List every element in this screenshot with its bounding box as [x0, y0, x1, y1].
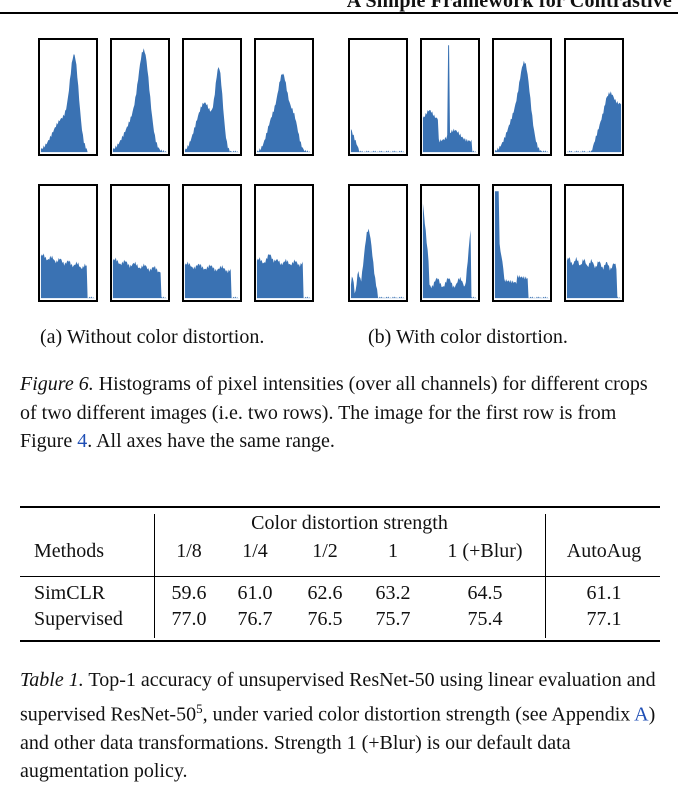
footnote-marker[interactable]: 5 — [196, 700, 203, 716]
histogram-b-row1-4 — [564, 38, 624, 156]
col-header-autoaug: AutoAug — [566, 540, 642, 562]
header-rule — [0, 12, 678, 14]
table-mid-rule — [20, 576, 660, 577]
histogram-b-row2-3 — [492, 184, 552, 302]
table-caption-text: Top-1 accuracy of unsupervised ResNet-50… — [20, 669, 656, 726]
table-caption-text-end: ) and other data transformations. Streng… — [20, 703, 656, 783]
subcaption-a: (a) Without color distortion. — [40, 326, 265, 348]
histogram-silhouette — [40, 253, 96, 299]
histogram-a-row1-2 — [110, 38, 170, 156]
figure-caption-text: Histograms of pixel intensities (over al… — [20, 373, 648, 452]
table-cell: 61.1 — [586, 582, 622, 604]
table-cell: 75.4 — [467, 608, 503, 630]
histogram-silhouette — [566, 91, 622, 153]
table-cell: 63.2 — [375, 582, 411, 604]
group-header: Color distortion strength — [251, 512, 448, 534]
histogram-silhouette — [184, 261, 240, 299]
table-vrule-2 — [545, 514, 546, 638]
histogram-a-row1-3 — [182, 38, 242, 156]
histogram-silhouette — [494, 191, 550, 299]
col-header-1-8: 1/8 — [176, 540, 202, 562]
histogram-silhouette — [40, 54, 96, 153]
histogram-b-row2-2 — [420, 184, 480, 302]
histogram-b-row2-1 — [348, 184, 408, 302]
col-header-1-4: 1/4 — [242, 540, 268, 562]
histogram-silhouette — [184, 66, 240, 153]
histogram-silhouette — [112, 257, 168, 299]
table-cell: 77.0 — [171, 608, 207, 630]
row-method-simclr: SimCLR — [34, 582, 106, 604]
figure-caption: Figure 6. Histograms of pixel intensitie… — [20, 370, 660, 456]
table-bottom-rule — [20, 640, 660, 642]
histogram-a-row1-4 — [254, 38, 314, 156]
histogram-silhouette — [256, 73, 312, 153]
histogram-b-row1-2 — [420, 38, 480, 156]
histogram-silhouette — [422, 45, 478, 153]
histogram-a-row2-1 — [38, 184, 98, 302]
table-cell: 62.6 — [307, 582, 343, 604]
histogram-silhouette — [112, 48, 168, 153]
figure-caption-text-end: . All axes have the same range. — [87, 430, 335, 452]
subcaption-b: (b) With color distortion. — [368, 326, 568, 348]
histogram-a-row2-4 — [254, 184, 314, 302]
table-cell: 64.5 — [467, 582, 503, 604]
appendix-ref-link[interactable]: A — [634, 703, 649, 726]
table-cell: 59.6 — [171, 582, 207, 604]
table-cell: 76.7 — [237, 608, 273, 630]
histogram-a-row2-3 — [182, 184, 242, 302]
histogram-silhouette — [566, 256, 622, 299]
histogram-silhouette — [422, 203, 478, 299]
table-top-rule — [20, 506, 660, 508]
histogram-silhouette — [256, 254, 312, 299]
histogram-silhouette — [350, 228, 406, 299]
histogram-silhouette — [350, 128, 406, 153]
histogram-a-row2-2 — [110, 184, 170, 302]
table-caption-label: Table 1. — [20, 669, 84, 691]
col-header-methods: Methods — [34, 540, 104, 562]
col-header-1-blur: 1 (+Blur) — [447, 540, 523, 562]
table-caption-text-mid: , under varied color distortion strength… — [202, 703, 635, 726]
figure-caption-label: Figure 6. — [20, 373, 94, 395]
histogram-b-row1-3 — [492, 38, 552, 156]
figure-ref-link[interactable]: 4 — [77, 430, 88, 452]
table-cell: 76.5 — [307, 608, 343, 630]
running-head: A Simple Framework for Contrastive — [346, 0, 672, 12]
table-cell: 61.0 — [237, 582, 273, 604]
histogram-b-row2-4 — [564, 184, 624, 302]
col-header-1-2: 1/2 — [312, 540, 338, 562]
histogram-silhouette — [494, 60, 550, 153]
histogram-b-row1-1 — [348, 38, 408, 156]
table-caption: Table 1. Top-1 accuracy of unsupervised … — [20, 666, 660, 786]
col-header-1: 1 — [388, 540, 398, 562]
histogram-a-row1-1 — [38, 38, 98, 156]
row-method-supervised: Supervised — [34, 608, 123, 630]
figure-6: (a) Without color distortion. (b) With c… — [0, 0, 678, 360]
table-cell: 77.1 — [586, 608, 622, 630]
results-table: Color distortion strength Methods 1/8 1/… — [20, 506, 660, 644]
table-vrule-1 — [154, 514, 155, 638]
table-cell: 75.7 — [375, 608, 411, 630]
